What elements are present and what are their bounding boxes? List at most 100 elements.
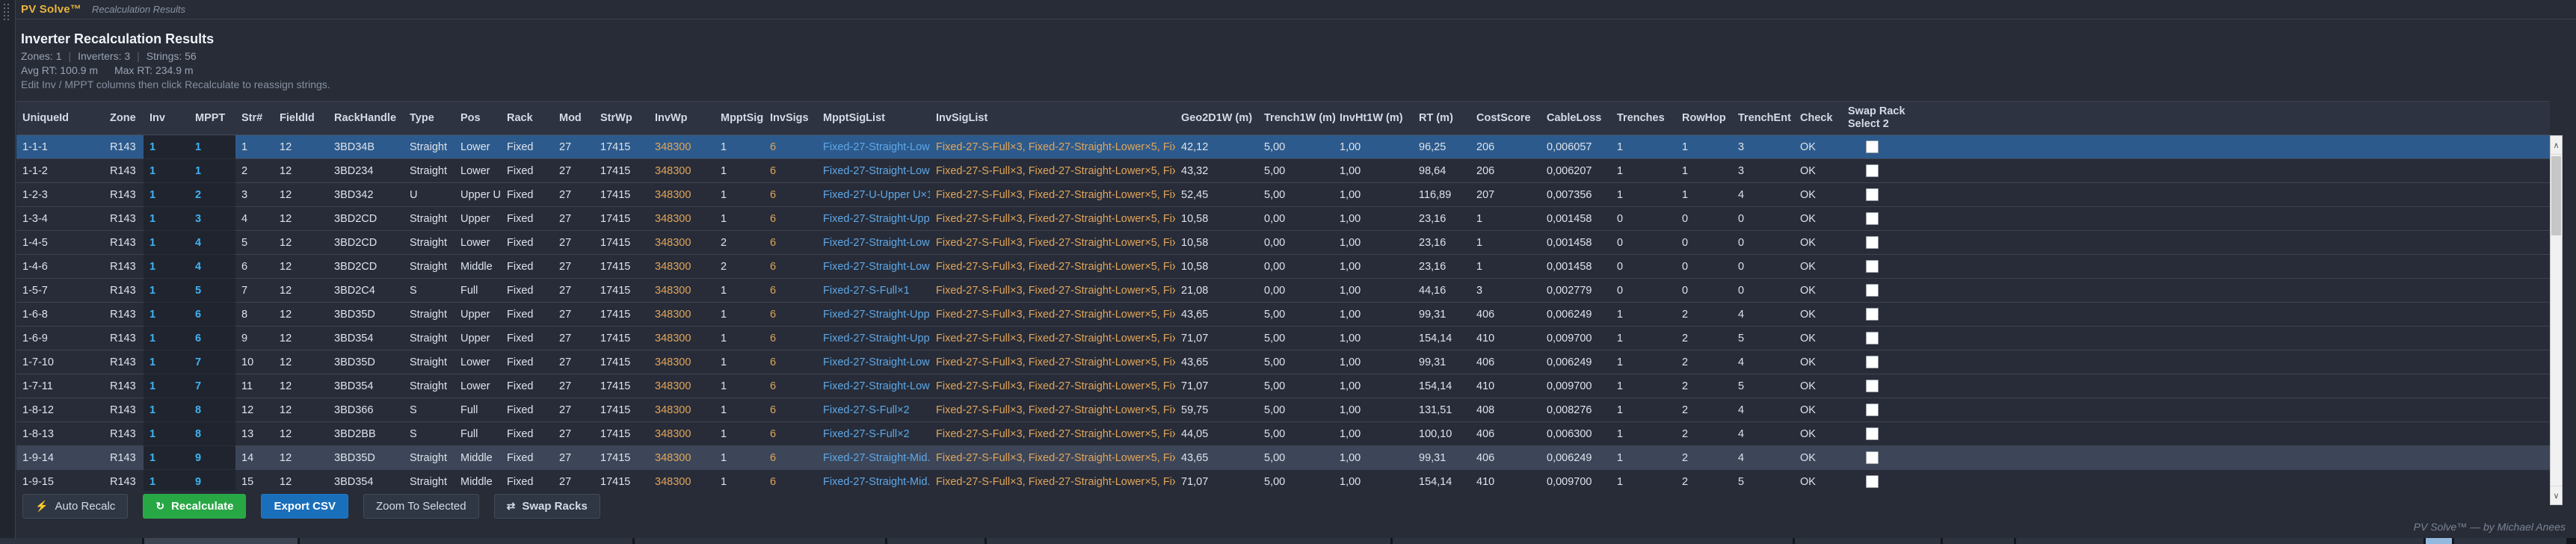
pos-cell: Lower [455,135,501,159]
inv-cell[interactable]: 1 [144,231,189,255]
mppt-cell[interactable]: 1 [189,135,235,159]
geo-cell: 59,75 [1175,398,1258,422]
pos-cell: Middle [455,446,501,470]
mppt-cell[interactable]: 7 [189,350,235,374]
swap-rack-checkbox[interactable] [1866,140,1879,153]
mppt-cell[interactable]: 8 [189,398,235,422]
swap-rack-checkbox[interactable] [1866,284,1879,297]
recalculate-button[interactable]: ↻ Recalculate [143,494,247,519]
table-row[interactable]: 1-3-4 R143 1 3 4 12 3BD2CD Straight Upper Fixed 27… [16,207,2550,231]
table-row[interactable]: 1-4-6 R143 1 4 6 12 3BD2CD Straight Middle Fixed 2… [16,255,2550,279]
table-row[interactable]: 1-2-3 R143 1 2 3 12 3BD342 U Upper U Fixed 27 17415… [16,183,2550,207]
pos-cell: Lower [455,159,501,183]
mppt-cell[interactable]: 8 [189,422,235,446]
swap-rack-checkbox[interactable] [1866,380,1879,392]
swap-racks-button[interactable]: ⇄ Swap Racks [493,494,600,519]
mppt-cell[interactable]: 6 [189,303,235,327]
scroll-down-icon[interactable]: ∨ [2551,486,2562,504]
inv-cell[interactable]: 1 [144,159,189,183]
inv-cell[interactable]: 1 [144,255,189,279]
swap-rack-checkbox[interactable] [1866,332,1879,344]
inv-cell[interactable]: 1 [144,135,189,159]
table-row[interactable]: 1-4-5 R143 1 4 5 12 3BD2CD Straight Lower Fixed 27… [16,231,2550,255]
table-row[interactable]: 1-8-13 R143 1 8 13 12 3BD2BB S Full Fixed 27 17415 3… [16,422,2550,446]
trenches-cell: 0 [1611,279,1676,303]
strwp-cell: 17415 [594,207,649,231]
field-cell: 12 [274,207,328,231]
filler-cell [1914,159,2550,183]
bottom-strip-segment [0,538,142,544]
rt-cell: 116,89 [1413,183,1470,207]
mppt-cell[interactable]: 3 [189,207,235,231]
swap-rack-checkbox[interactable] [1866,475,1879,488]
table-row[interactable]: 1-1-2 R143 1 1 2 12 3BD234 Straight Lower Fixed 27… [16,159,2550,183]
inv-cell[interactable]: 1 [144,207,189,231]
bottom-strip-segment [2454,538,2566,544]
swap-rack-checkbox[interactable] [1866,236,1879,249]
mppt-cell[interactable]: 9 [189,470,235,491]
table-row[interactable]: 1-7-10 R143 1 7 10 12 3BD35D Straight Lower Fixed… [16,350,2550,374]
table-row[interactable]: 1-5-7 R143 1 5 7 12 3BD2C4 S Full Fixed 27 17415 348… [16,279,2550,303]
swap-rack-checkbox[interactable] [1866,451,1879,464]
mppt-cell[interactable]: 1 [189,159,235,183]
rowhop-cell: 1 [1676,183,1732,207]
export-csv-button[interactable]: Export CSV [261,494,348,519]
table-row[interactable]: 1-9-14 R143 1 9 14 12 3BD35D Straight Middle Fixe… [16,446,2550,470]
table-row[interactable]: 1-7-11 R143 1 7 11 12 3BD354 Straight Lower Fixed… [16,374,2550,398]
mppt-cell[interactable]: 9 [189,446,235,470]
bottom-strip-segment [887,538,985,544]
pos-cell: Full [455,398,501,422]
table-row[interactable]: 1-1-1 R143 1 1 1 12 3BD34B Straight Lower Fixed 27… [16,135,2550,159]
swap-rack-checkbox[interactable] [1866,164,1879,177]
scroll-up-icon[interactable]: ∧ [2551,136,2562,155]
swap-rack-checkbox[interactable] [1866,260,1879,273]
table-row[interactable]: 1-6-8 R143 1 6 8 12 3BD35D Straight Upper Fixed 27… [16,303,2550,327]
table-row[interactable]: 1-8-12 R143 1 8 12 12 3BD366 S Full Fixed 27 17415 3… [16,398,2550,422]
rack_handle-cell: 3BD2CD [328,207,404,231]
swap-rack-checkbox[interactable] [1866,356,1879,368]
inv-cell[interactable]: 1 [144,350,189,374]
inv-cell[interactable]: 1 [144,422,189,446]
zone-cell: R143 [104,327,144,350]
inv-cell[interactable]: 1 [144,327,189,350]
cost-cell: 1 [1470,231,1541,255]
inv-cell[interactable]: 1 [144,183,189,207]
invsigs-cell: 6 [764,350,817,374]
mppt-cell[interactable]: 4 [189,231,235,255]
scrollbar-thumb[interactable] [2551,156,2561,235]
swap-rack-checkbox[interactable] [1866,427,1879,440]
table-row[interactable]: 1-6-9 R143 1 6 9 12 3BD354 Straight Upper Fixed 27… [16,327,2550,350]
swap-rack-checkbox[interactable] [1866,404,1879,416]
auto-recalc-button[interactable]: ⚡ Auto Recalc [22,494,129,519]
bottom-strip-segment [300,538,632,544]
inv-cell[interactable]: 1 [144,303,189,327]
trench-cell: 0,00 [1258,255,1334,279]
table-row[interactable]: 1-9-15 R143 1 9 15 12 3BD354 Straight Middle Fixe… [16,470,2550,491]
zoom-to-selected-button[interactable]: Zoom To Selected [363,494,479,519]
inv-cell[interactable]: 1 [144,446,189,470]
inv-cell[interactable]: 1 [144,374,189,398]
drag-handle-icon[interactable] [4,4,11,22]
inv-cell[interactable]: 1 [144,279,189,303]
filler-cell [1914,279,2550,303]
mppt-cell[interactable]: 5 [189,279,235,303]
inv-cell[interactable]: 1 [144,470,189,491]
swap-rack-checkbox[interactable] [1866,188,1879,201]
mppt-cell[interactable]: 4 [189,255,235,279]
mpptsig-cell: 1 [715,398,764,422]
strwp-cell: 17415 [594,255,649,279]
trenches-cell: 0 [1611,255,1676,279]
trenches-cell: 1 [1611,183,1676,207]
inv-cell[interactable]: 1 [144,398,189,422]
mppt-cell[interactable]: 7 [189,374,235,398]
invsigs-cell: 6 [764,398,817,422]
swap-cell [1842,255,1914,279]
vertical-scrollbar[interactable]: ∧ ∨ [2550,135,2563,505]
mppt-cell[interactable]: 6 [189,327,235,350]
column-header-trenchent: TrenchEnt [1738,111,1791,124]
trench-cell: 5,00 [1258,470,1334,491]
swap-rack-checkbox[interactable] [1866,212,1879,225]
mppt-cell[interactable]: 2 [189,183,235,207]
swap-rack-checkbox[interactable] [1866,308,1879,321]
filler-cell [1914,135,2550,159]
